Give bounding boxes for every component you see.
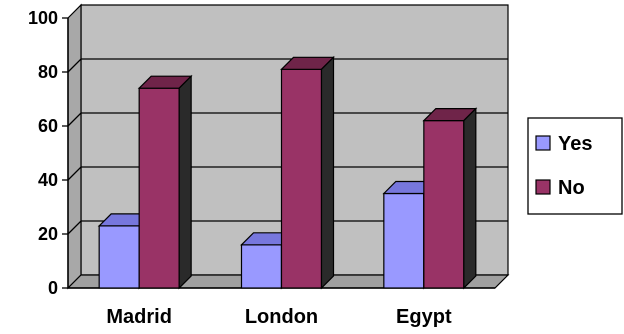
bar-front <box>423 119 465 289</box>
gridline <box>67 112 508 127</box>
legend-label: Yes <box>558 133 592 155</box>
bar-no-madrid <box>137 74 193 290</box>
legend-label: No <box>558 177 585 199</box>
y-tick-label: 80 <box>38 62 58 82</box>
bar-no-london <box>280 55 335 290</box>
y-tick-label: 20 <box>38 224 58 244</box>
y-tick-label: 40 <box>38 170 58 190</box>
gridlines <box>67 58 508 235</box>
bar-side <box>320 55 335 290</box>
bar-side <box>178 74 192 290</box>
x-category-label: Madrid <box>106 306 172 328</box>
bar-front <box>98 225 140 289</box>
y-tick-label: 0 <box>48 278 58 298</box>
gridline <box>67 58 508 73</box>
bar-side <box>463 107 477 290</box>
side-wall <box>67 3 82 290</box>
gridline <box>67 220 508 235</box>
bar-front <box>240 244 283 289</box>
legend: Yes No <box>527 117 623 215</box>
bar-no-egypt <box>422 107 478 290</box>
legend-item-no: No <box>535 177 585 199</box>
legend-swatch <box>535 135 551 151</box>
x-category-label: London <box>245 306 318 328</box>
axis-labels: 0 20 40 60 80 100 Madrid London Egypt <box>28 8 452 328</box>
gridline <box>67 166 508 181</box>
legend-item-yes: Yes <box>535 133 592 155</box>
y-tick-label: 100 <box>28 8 58 28</box>
bar-front <box>280 68 323 289</box>
legend-swatch <box>535 179 551 195</box>
x-category-label: Egypt <box>396 306 452 328</box>
bar-front <box>138 87 180 289</box>
y-tick-label: 60 <box>38 116 58 136</box>
legend-box <box>527 117 623 215</box>
bar-front <box>383 192 425 289</box>
bars <box>97 55 478 290</box>
